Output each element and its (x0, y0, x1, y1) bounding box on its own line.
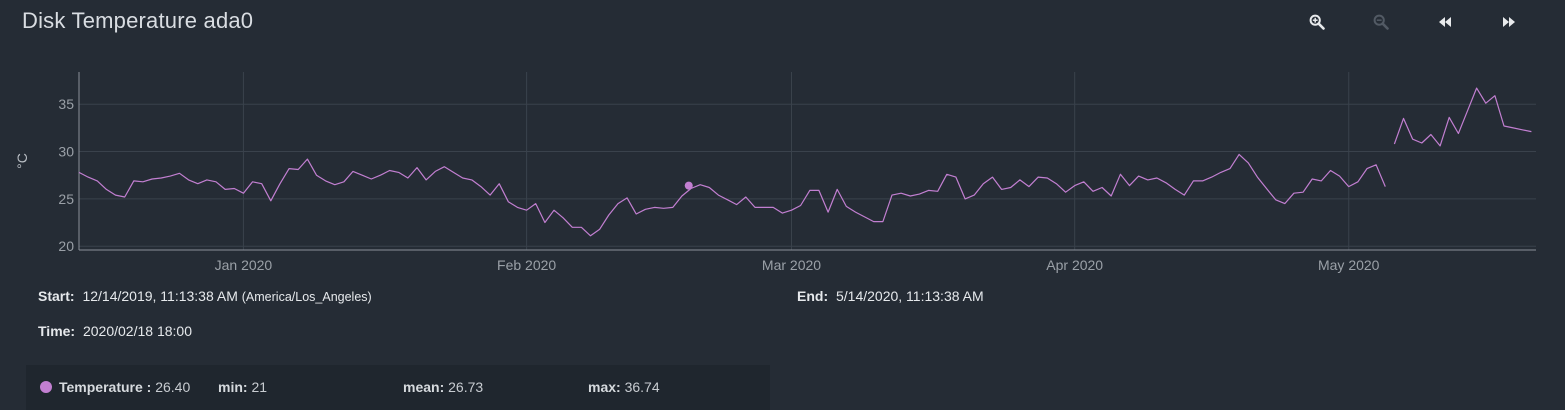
legend-max-value: 36.74 (624, 379, 660, 395)
temperature-series-line (1393, 87, 1532, 147)
x-tick-label: May 2020 (1318, 257, 1380, 273)
cursor-time: Time: 2020/02/18 18:00 (38, 323, 192, 339)
y-axis-title: °C (14, 153, 30, 169)
x-tick-label: Apr 2020 (1046, 257, 1103, 273)
legend-min-label: min: (218, 379, 248, 395)
x-tick-label: Feb 2020 (497, 257, 556, 273)
zoom-in-icon (1309, 14, 1325, 30)
end-value: 5/14/2020, 11:13:38 AM (836, 288, 984, 304)
legend-series-value: 26.40 (155, 379, 191, 395)
zoom-in-button[interactable] (1303, 11, 1331, 33)
highlight-point (684, 181, 693, 190)
temperature-series-line (78, 153, 1386, 237)
legend-max-label: max: (588, 379, 621, 395)
rewind-icon (1439, 17, 1451, 27)
legend-min-value: 21 (251, 379, 268, 395)
legend-series-label: Temperature : (59, 379, 152, 395)
chart-toolbar (1300, 11, 1540, 33)
time-label: Time: (38, 323, 76, 339)
end-range: End: 5/14/2020, 11:13:38 AM (797, 288, 984, 304)
legend-max: max: 36.74 (588, 379, 660, 395)
legend-series: Temperature : 26.40 (59, 379, 190, 395)
page-title: Disk Temperature ada0 (22, 8, 254, 33)
start-range: Start: 12/14/2019, 11:13:38 AM (America/… (38, 288, 372, 304)
y-tick-label: 25 (58, 191, 74, 207)
start-timezone: (America/Los_Angeles) (241, 290, 372, 304)
legend-mean-label: mean: (403, 379, 445, 395)
y-tick-label: 30 (58, 144, 74, 160)
start-label: Start: (38, 288, 75, 304)
y-tick-label: 35 (58, 96, 74, 112)
fast-forward-icon (1503, 17, 1515, 27)
fast-forward-button[interactable] (1495, 11, 1523, 33)
y-tick-label: 20 (58, 238, 74, 254)
end-label: End: (797, 288, 829, 304)
series-color-dot (40, 381, 52, 393)
temperature-chart[interactable]: 20 25 30 35 Jan 2020 Feb 2020 Mar 2020 Apr 2020… (0, 60, 1565, 285)
x-tick-label: Jan 2020 (215, 257, 273, 273)
legend-min: min: 21 (218, 379, 267, 395)
x-tick-label: Mar 2020 (762, 257, 821, 273)
legend-mean: mean: 26.73 (403, 379, 483, 395)
zoom-out-button[interactable] (1367, 11, 1395, 33)
legend: Temperature : 26.40 min: 21 mean: 26.73 … (26, 365, 770, 410)
start-value: 12/14/2019, 11:13:38 AM (82, 288, 238, 304)
rewind-button[interactable] (1431, 11, 1459, 33)
zoom-out-icon (1373, 14, 1389, 30)
time-value: 2020/02/18 18:00 (82, 323, 192, 339)
legend-mean-value: 26.73 (448, 379, 484, 395)
